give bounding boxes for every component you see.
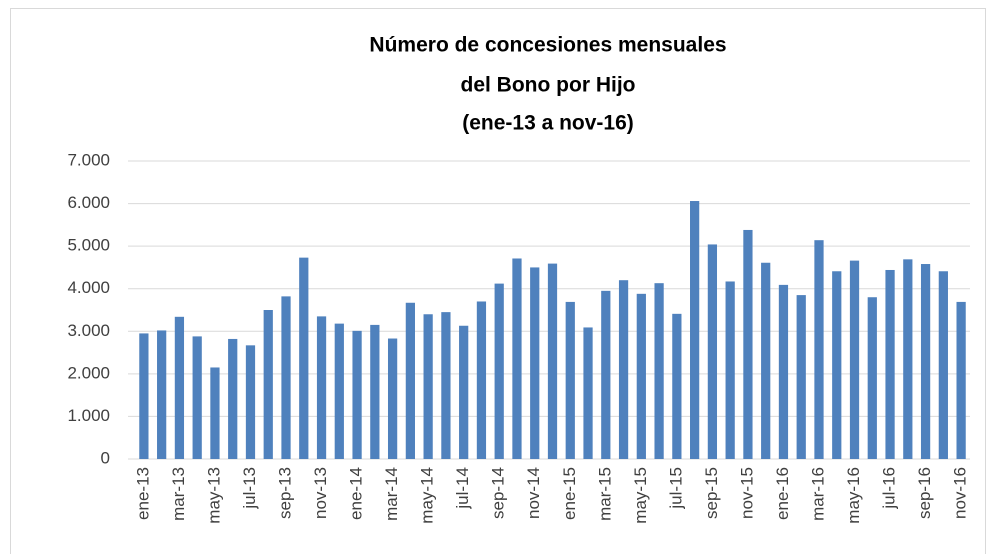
bar [210,367,220,459]
chart-title: (ene-13 a nov-16) [462,112,634,135]
x-tick-label: sep-16 [915,467,934,519]
x-tick-label: nov-15 [737,467,756,519]
x-tick-label: may-16 [844,467,863,524]
bar [796,295,806,459]
x-tick-label: mar-16 [808,467,827,521]
bar [352,330,362,459]
bar [920,264,931,459]
x-tick-label: mar-14 [382,467,401,521]
bar [530,267,540,459]
bar [565,301,575,459]
bar [867,297,877,459]
bar [370,324,380,459]
bar [512,258,522,459]
y-tick-label: 2.000 [67,363,110,382]
y-tick-label: 7.000 [67,150,110,169]
bar [192,336,202,459]
y-tick-label: 1.000 [67,406,110,425]
x-tick-label: sep-15 [702,467,721,519]
bar [778,284,789,459]
bar [139,333,149,459]
bar [618,280,629,459]
x-tick-label: jul-16 [880,467,899,510]
x-tick-label: ene-14 [347,467,366,520]
x-tick-label: nov-16 [951,467,970,519]
bar [583,327,593,459]
bar [245,345,256,459]
bar [707,244,718,459]
bar [387,338,398,459]
bar [157,330,167,459]
bar [476,301,487,459]
x-tick-label: nov-13 [311,467,330,519]
x-tick-label: sep-13 [275,467,294,519]
bar [316,316,327,459]
bar [956,301,966,459]
bar [441,312,451,459]
bar [263,310,273,459]
x-tick-label: may-14 [418,467,437,524]
chart-title: del Bono por Hijo [461,74,636,97]
x-tick-label: ene-13 [133,467,152,520]
bar [636,293,646,459]
bar [814,240,824,459]
bar [690,201,700,459]
x-tick-label: may-13 [204,467,223,524]
bar [849,260,860,459]
bar [761,262,771,459]
bar [334,323,344,459]
bar [405,302,415,459]
bar [459,325,469,459]
bar [281,296,291,459]
bar [494,283,504,459]
bar [832,271,842,459]
x-tick-label: ene-16 [773,467,792,520]
bar [903,259,913,459]
bar [299,257,309,459]
bar [423,314,433,459]
y-tick-label: 6.000 [67,193,110,212]
bar [672,313,682,459]
x-tick-label: mar-15 [595,467,614,521]
bar [174,316,185,459]
bar [654,283,664,459]
y-tick-label: 4.000 [67,278,110,297]
bar [725,281,735,459]
y-tick-label: 0 [101,448,110,467]
bar [601,290,611,459]
bar [885,269,895,459]
x-tick-label: ene-15 [560,467,579,520]
y-tick-label: 5.000 [67,236,110,255]
x-tick-label: mar-13 [169,467,188,521]
x-tick-label: jul-14 [453,467,472,510]
bar [743,229,753,459]
x-tick-label: may-15 [631,467,650,524]
bar [547,263,558,459]
bar [938,271,948,459]
x-tick-label: nov-14 [524,467,543,519]
x-tick-label: sep-14 [489,467,508,519]
x-tick-label: jul-13 [240,467,259,510]
x-tick-label: jul-15 [666,467,685,510]
y-tick-label: 3.000 [67,321,110,340]
chart-title: Número de concesiones mensuales [369,34,726,57]
bar [228,338,238,459]
